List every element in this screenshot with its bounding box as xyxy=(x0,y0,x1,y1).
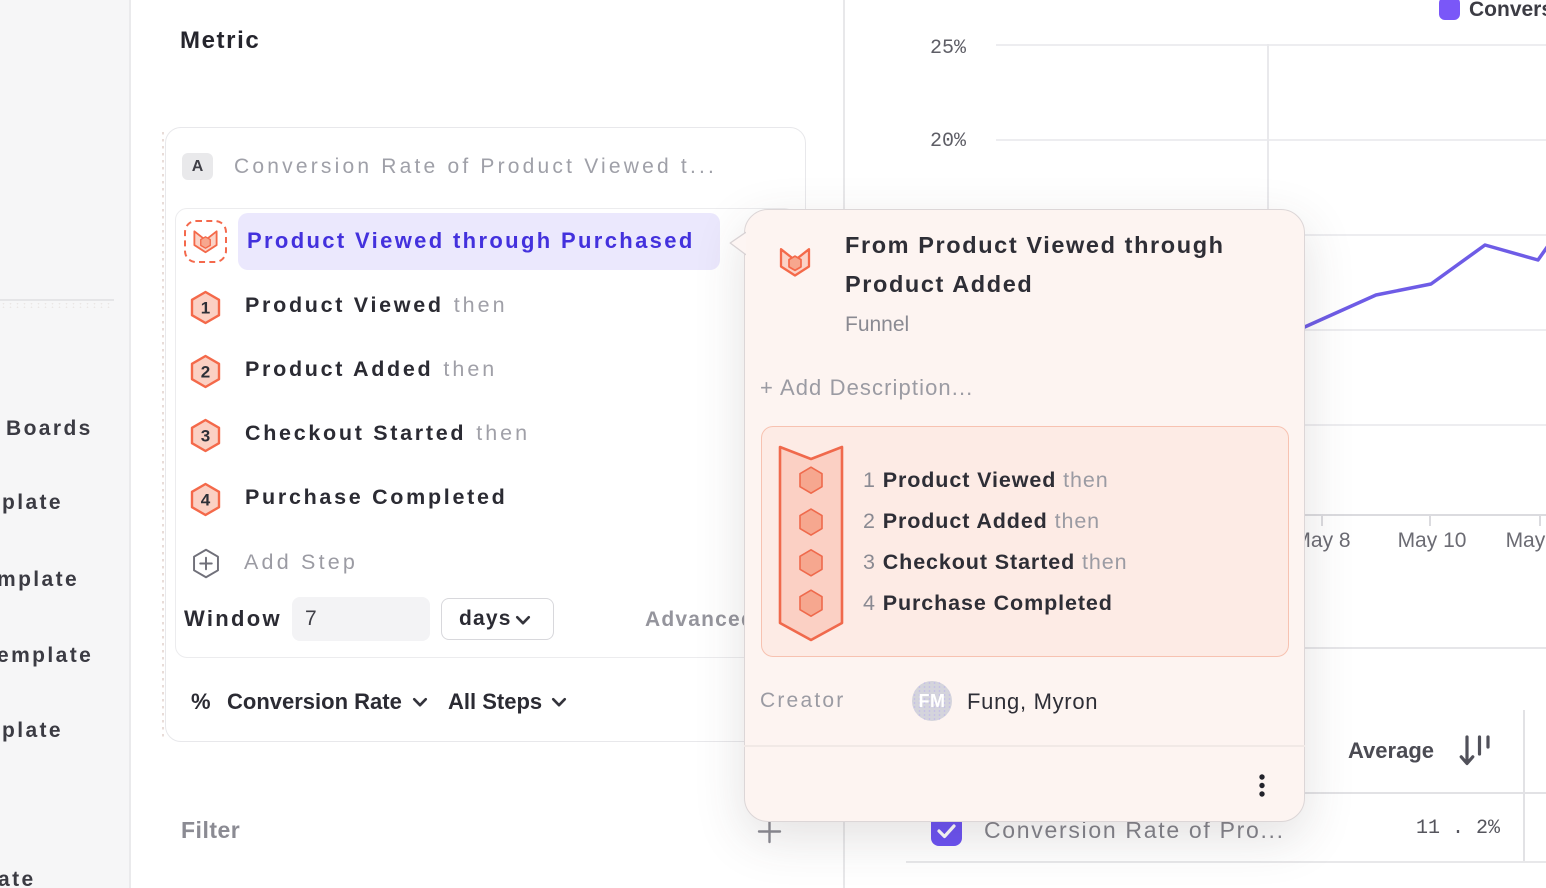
svg-text:3: 3 xyxy=(201,427,210,446)
svg-text:4: 4 xyxy=(201,491,211,510)
svg-text:1: 1 xyxy=(201,299,210,318)
svg-text:2: 2 xyxy=(201,363,210,382)
